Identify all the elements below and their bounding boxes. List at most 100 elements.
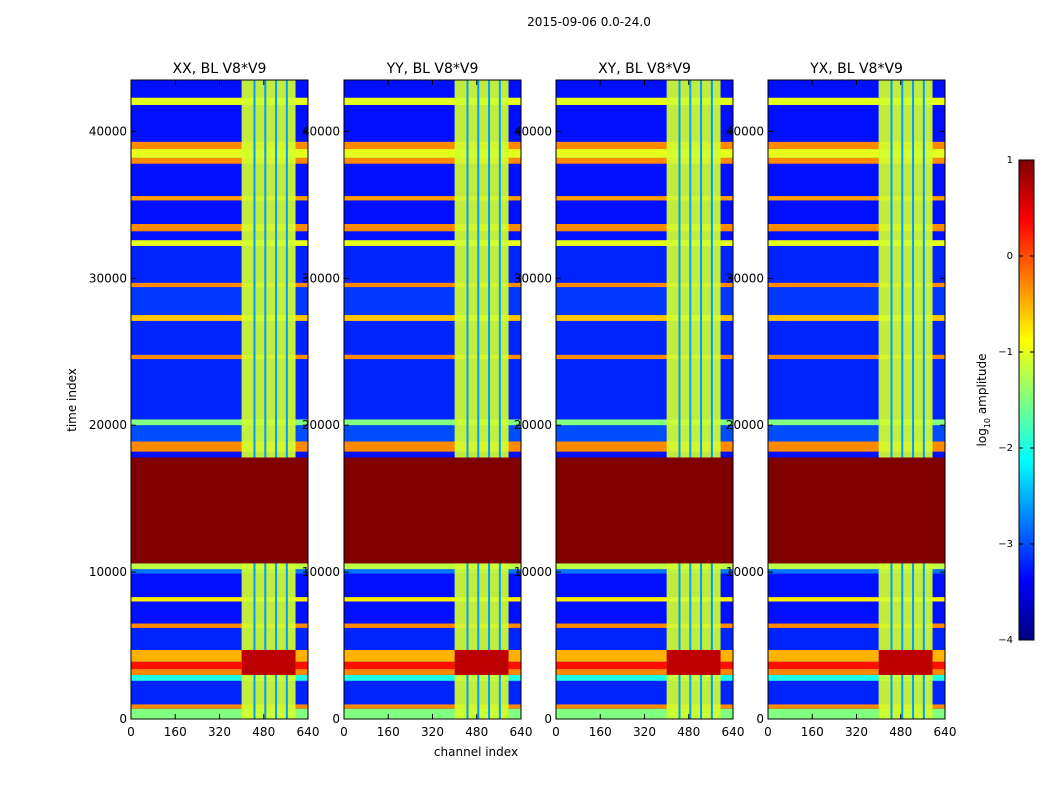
heatmap-row (131, 282, 308, 288)
x-tick-label: 640 (510, 725, 533, 739)
heatmap-row (556, 223, 733, 232)
y-tick-label: 40000 (726, 124, 764, 138)
heatmap-row (131, 354, 308, 360)
colorbar-tick-label: −4 (998, 635, 1013, 646)
heatmap-row (131, 97, 308, 105)
heatmap-row (768, 669, 945, 675)
heatmap-row (556, 240, 733, 246)
heatmap-row (768, 441, 945, 452)
heatmap-row (131, 674, 308, 681)
heatmap-row (556, 315, 733, 321)
y-tick-label: 30000 (514, 271, 552, 285)
heatmap-row (344, 231, 521, 241)
y-tick-label: 10000 (89, 565, 127, 579)
heatmap-row (344, 597, 521, 602)
y-axis-label: time index (65, 368, 79, 432)
heatmap-row (131, 240, 308, 246)
x-tick-label: 0 (764, 725, 772, 739)
heatmap-row (344, 97, 521, 105)
heatmap-row (556, 282, 733, 288)
figure-suptitle: 2015-09-06 0.0-24.0 (527, 15, 651, 29)
heatmap-row (344, 441, 521, 452)
heatmap-row (131, 623, 308, 628)
heatmap-row (131, 223, 308, 232)
rfi-channel-gap (488, 563, 491, 719)
heatmap-row (131, 441, 308, 452)
heatmap-row (768, 282, 945, 288)
heatmap-row (131, 315, 308, 321)
y-tick-label: 20000 (302, 418, 340, 432)
x-tick-label: 0 (127, 725, 135, 739)
rfi-channel-gap (689, 80, 692, 458)
heatmap-row (556, 354, 733, 360)
x-tick-label: 160 (377, 725, 400, 739)
heatmap-row (768, 196, 945, 201)
heatmap-row (556, 569, 733, 574)
heatmap-row (556, 157, 733, 164)
heatmap-row (556, 451, 733, 458)
heatmap-row (131, 669, 308, 675)
y-tick-label: 0 (119, 712, 127, 726)
x-tick-label: 0 (552, 725, 560, 739)
heatmap-row (768, 704, 945, 709)
panel-title: XY, BL V8*V9 (598, 61, 691, 77)
rfi-channel-gap (710, 563, 713, 719)
heatmap-row (768, 419, 945, 426)
heatmap-row (344, 149, 521, 158)
heatmap-panel-yy: YY, BL V8*V9 0 160 320 480 640 0 10000 20000 3000… (302, 61, 533, 739)
y-tick-label: 30000 (89, 271, 127, 285)
rfi-bright-block (241, 649, 296, 675)
heatmap-row (344, 623, 521, 628)
heatmap-panel-xy: XY, BL V8*V9 0 160 320 480 640 0 10000 20000 3000… (514, 61, 745, 739)
heatmap-row (344, 141, 521, 150)
y-tick-label: 20000 (726, 418, 764, 432)
colorbar: 1 0 −1 −2 −3 −4 log10 amplitude (975, 155, 1035, 646)
heatmap-panels: XX, BL V8*V9 0 160 320 480 640 0 10000 20000 3000… (89, 61, 957, 739)
heatmap-row (344, 674, 521, 681)
heatmap-row (131, 231, 308, 241)
x-tick-label: 160 (164, 725, 187, 739)
rfi-channel-gap (275, 80, 278, 458)
flagged-band (344, 457, 521, 564)
panel-title: YX, BL V8*V9 (809, 61, 903, 77)
rfi-channel-gap (275, 563, 278, 719)
heatmap-row (131, 451, 308, 458)
heatmap-row (768, 149, 945, 158)
heatmap-row (344, 661, 521, 670)
heatmap-row (131, 704, 308, 709)
rfi-channel-gap (901, 80, 904, 458)
rfi-channel-gap (901, 563, 904, 719)
y-tick-label: 40000 (302, 124, 340, 138)
x-tick-label: 160 (801, 725, 824, 739)
rfi-channel-gap (477, 563, 480, 719)
rfi-channel-gap (922, 80, 925, 458)
heatmap-row (768, 231, 945, 241)
heatmap-image (556, 80, 733, 719)
x-tick-label: 320 (633, 725, 656, 739)
y-tick-label: 10000 (726, 565, 764, 579)
heatmap-row (556, 661, 733, 670)
colorbar-tick-label: −2 (998, 443, 1013, 454)
heatmap-row (344, 354, 521, 360)
heatmap-row (131, 597, 308, 602)
heatmap-row (556, 231, 733, 241)
x-tick-label: 480 (889, 725, 912, 739)
heatmap-row (768, 97, 945, 105)
rfi-channel-gap (477, 80, 480, 458)
y-tick-label: 30000 (302, 271, 340, 285)
rfi-channel-gap (466, 563, 469, 719)
heatmap-row (344, 157, 521, 164)
heatmap-row (768, 623, 945, 628)
rfi-channel-gap (922, 563, 925, 719)
heatmap-row (344, 669, 521, 675)
heatmap-row (556, 441, 733, 452)
heatmap-row (344, 451, 521, 458)
x-tick-label: 480 (677, 725, 700, 739)
heatmap-row (556, 704, 733, 709)
rfi-channel-gap (264, 80, 267, 458)
x-tick-label: 640 (297, 725, 320, 739)
x-tick-label: 160 (589, 725, 612, 739)
heatmap-row (768, 649, 945, 662)
colorbar-tick-label: 0 (1007, 251, 1013, 262)
